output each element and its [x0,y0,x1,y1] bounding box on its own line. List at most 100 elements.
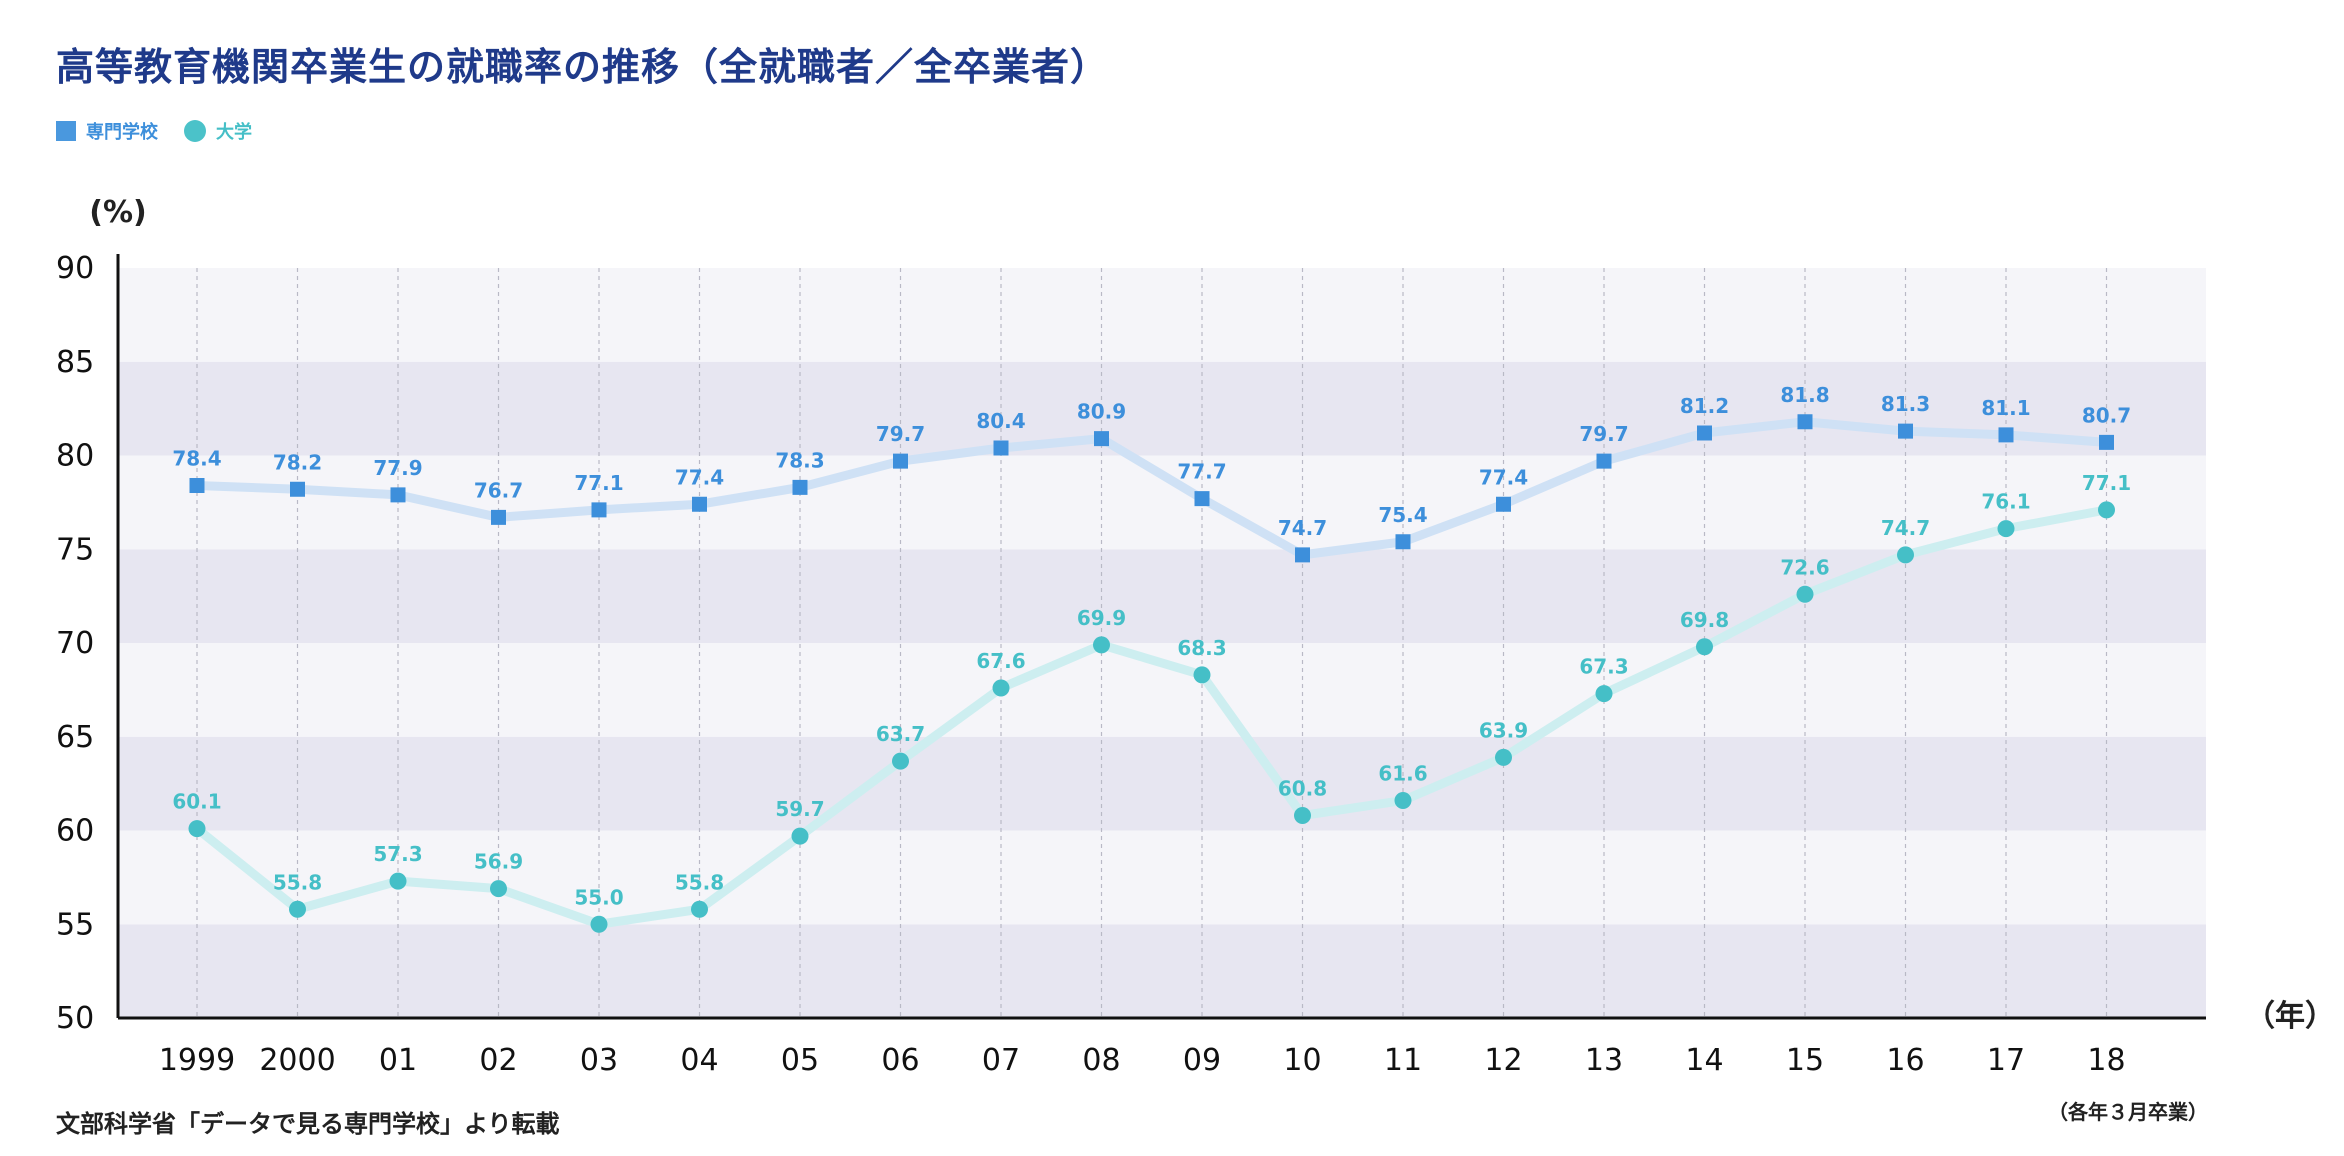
data-point-square [1998,427,2014,443]
axes [116,254,2206,1020]
legend-item-daigaku: 大学 [184,118,252,144]
data-label: 81.3 [1881,392,1930,416]
data-point-circle [389,872,407,890]
data-label: 63.9 [1479,718,1528,742]
data-label: 76.7 [474,478,523,502]
data-point-circle [1997,520,2015,538]
data-point-square [692,496,707,512]
data-label: 78.2 [273,450,322,474]
data-label: 80.7 [2082,403,2131,427]
data-point-circle [188,820,206,838]
y-tick-label: 55 [56,907,94,942]
data-point-circle [1294,807,1311,824]
data-point-circle [1696,638,1713,656]
data-label: 77.7 [1177,460,1226,484]
x-tick-label: 08 [1082,1043,1120,1078]
y-tick-label: 75 [56,532,94,567]
series-line [192,505,2111,929]
vertical-gridlines [196,268,2108,1018]
data-label: 60.8 [1278,777,1327,801]
data-point-square [2099,434,2114,450]
legend-label-senmon: 専門学校 [86,122,158,143]
legend-label-daigaku: 大学 [216,122,252,143]
data-label: 61.6 [1378,762,1427,786]
data-point-square [1094,431,1109,447]
data-label: 67.6 [976,649,1025,673]
y-tick-label: 85 [56,345,94,380]
x-axis-unit-label: （年） [2245,999,2335,1034]
graduation-note: （各年３月卒業） [2048,1100,2208,1124]
data-point-circle [490,880,507,898]
y-tick-label: 50 [56,1001,94,1036]
x-tick-label: 09 [1183,1043,1221,1078]
data-point-circle [992,679,1010,697]
data-point-square [1697,425,1712,441]
x-tick-label: 06 [881,1043,919,1078]
data-point-square [993,440,1009,456]
legend-item-senmon: 専門学校 [56,118,158,144]
data-point-square [290,481,305,497]
x-tick-label: 15 [1786,1043,1824,1078]
data-label: 57.3 [373,842,422,866]
data-label: 69.9 [1077,606,1126,630]
data-point-circle [2098,501,2115,519]
data-label: 79.7 [876,422,925,446]
background-band [118,736,2206,831]
background-band [118,643,2206,737]
legend-square-marker-icon [56,121,76,141]
data-point-square [1898,423,1913,439]
background-bands [118,268,2206,1018]
data-point-square [189,478,205,493]
data-label: 78.4 [172,447,221,471]
data-point-circle [1796,585,1814,603]
data-point-square [1797,414,1813,430]
y-axis-unit-label: (%) [89,195,146,230]
data-point-square [893,453,908,469]
data-label: 81.2 [1680,394,1729,418]
data-label: 76.1 [1981,490,2030,514]
y-tick-label: 80 [56,439,94,474]
x-tick-label: 14 [1685,1043,1723,1078]
y-tick-label: 70 [56,626,94,661]
x-tick-label: 05 [781,1043,819,1078]
data-point-square [1596,453,1612,469]
data-label: 59.7 [775,797,824,821]
data-point-square [390,487,406,503]
data-label: 78.3 [775,448,824,472]
data-label: 72.6 [1780,555,1829,579]
data-point-square [1295,547,1310,563]
x-tick-label: 16 [1886,1043,1924,1078]
data-label: 68.3 [1177,636,1226,660]
y-tick-label: 60 [56,814,94,849]
y-tick-label: 90 [56,251,94,286]
x-tick-label: 10 [1283,1043,1321,1078]
x-tick-label: 1999 [159,1043,235,1078]
data-point-square [591,502,607,518]
data-label: 67.3 [1579,655,1628,679]
background-band [118,924,2206,1018]
data-point-square [1395,534,1411,550]
data-point-square [491,509,506,525]
x-tick-label: 07 [982,1043,1020,1078]
background-band [118,268,2206,362]
data-label: 60.1 [172,790,221,814]
data-label: 80.9 [1077,400,1126,424]
x-tick-label: 17 [1987,1043,2025,1078]
data-point-circle [1495,748,1512,766]
data-point-circle [791,827,809,845]
chart-title: 高等教育機関卒業生の就職率の推移（全就職者／全卒業者） [56,45,1110,89]
x-tick-label: 18 [2087,1043,2125,1078]
x-tick-label: 11 [1384,1043,1422,1078]
data-label: 55.8 [675,870,724,894]
data-point-square [1194,491,1210,507]
source-note: 文部科学省「データで見る専門学校」より転載 [56,1110,560,1138]
data-label: 80.4 [976,409,1025,433]
data-point-square [792,479,808,495]
data-label: 77.1 [2082,471,2131,495]
data-label: 55.0 [574,885,623,909]
y-tick-labels: 50 55 60 65 70 75 80 85 90 [56,251,94,1036]
data-label: 74.7 [1881,516,1930,540]
series-group: 78.4 78.2 77.9 76.7 77.1 77.4 78.3 79.7 80.4 80.9… [172,383,2131,933]
y-tick-label: 65 [56,720,94,755]
